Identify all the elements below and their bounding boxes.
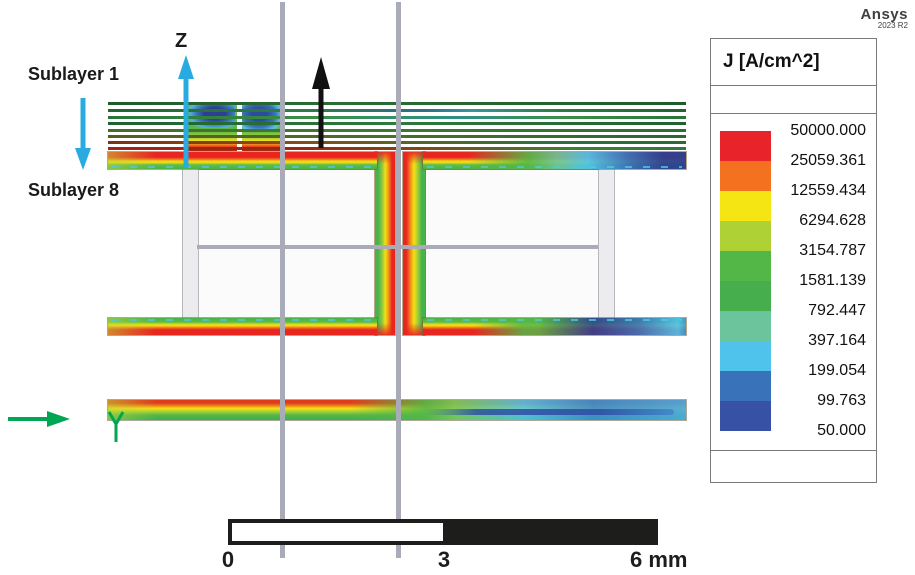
legend-color-band <box>720 251 771 281</box>
left-cell-vertical-conductor <box>375 152 395 335</box>
legend-color-band <box>720 401 771 431</box>
cyan-speckles <box>112 166 373 168</box>
legend-color-band <box>720 221 771 251</box>
legend-body: 50000.000 25059.361 12559.434 6294.628 3154.… <box>711 114 876 451</box>
left-end-wash <box>108 152 156 169</box>
cyan-speckles <box>112 319 373 321</box>
legend-color-band <box>720 161 771 191</box>
right-cell-vertical-conductor <box>403 152 425 335</box>
scale-bar-filled-half <box>443 523 654 541</box>
left-end-wash <box>108 400 156 420</box>
sublayer-direction-arrow-head <box>75 148 91 170</box>
ansys-logo: Ansys 2023 R2 <box>860 6 908 30</box>
right-cell-bottom-conductor <box>423 318 686 335</box>
legend-value: 3154.787 <box>799 242 866 259</box>
z-axis-label: Z <box>175 30 188 52</box>
z-axis-arrow-head <box>178 55 194 79</box>
scale-tick-3: 3 <box>437 547 451 572</box>
ansys-logo-name: Ansys <box>860 6 908 23</box>
legend-color-band <box>720 281 771 311</box>
horizontal-guide-line <box>197 245 598 249</box>
legend-value: 397.164 <box>808 332 866 349</box>
legend-value: 99.763 <box>817 392 866 409</box>
legend-value: 792.447 <box>808 302 866 319</box>
via-gap <box>237 102 242 151</box>
color-legend: J [A/cm^2] 50000.000 25059.361 12559.434 62… <box>710 38 877 483</box>
legend-value-column: 50000.000 25059.361 12559.434 6294.628 3154.… <box>790 116 866 446</box>
scale-tick-0: 0 <box>221 547 235 572</box>
legend-color-bar <box>720 131 771 431</box>
legend-value: 50000.000 <box>790 122 866 139</box>
legend-value: 25059.361 <box>790 152 866 169</box>
winding-window-right <box>425 169 600 320</box>
legend-color-band <box>720 191 771 221</box>
vertical-guide-line-right <box>396 2 401 558</box>
legend-value: 50.000 <box>817 422 866 439</box>
legend-spacer <box>711 86 876 114</box>
flux-direction-arrow-head <box>312 57 330 89</box>
legend-title: J [A/cm^2] <box>711 39 876 86</box>
legend-color-band <box>720 371 771 401</box>
vertical-guide-line-left <box>280 2 285 558</box>
left-cell-bottom-conductor <box>108 318 377 335</box>
sublayer-8-label: Sublayer 8 <box>28 180 120 200</box>
legend-color-band <box>720 131 771 161</box>
left-end-wash <box>108 318 156 335</box>
legend-color-band <box>720 341 771 371</box>
legend-value: 6294.628 <box>799 212 866 229</box>
core-leg-right <box>598 168 615 322</box>
scale-tick-6mm: 6 mm <box>630 547 688 572</box>
left-cell-top-conductor <box>108 152 377 169</box>
cyan-speckles <box>427 319 682 321</box>
current-direction-arrow-head <box>47 411 70 427</box>
blue-current-streak <box>425 409 675 415</box>
legend-value: 1581.139 <box>799 272 866 289</box>
ansys-logo-version: 2023 R2 <box>877 21 908 30</box>
right-cell-top-conductor <box>423 152 686 169</box>
legend-value: 199.054 <box>808 362 866 379</box>
legend-value: 12559.434 <box>790 182 866 199</box>
legend-footer <box>711 451 876 484</box>
cyan-speckles <box>427 166 682 168</box>
scale-bar <box>228 519 658 545</box>
sublayer-1-label: Sublayer 1 <box>28 64 120 84</box>
legend-color-band <box>720 311 771 341</box>
